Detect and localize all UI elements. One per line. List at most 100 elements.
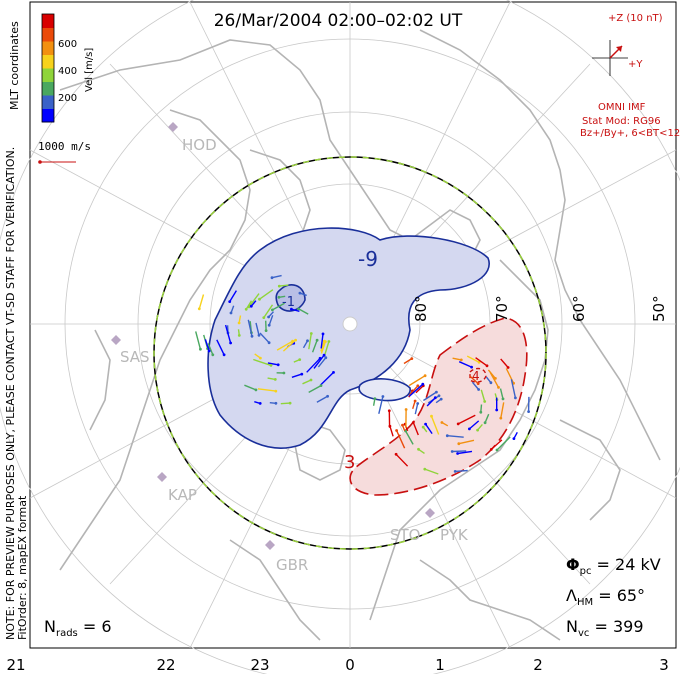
velocity-vector-origin (309, 378, 313, 382)
station-markers (111, 122, 435, 550)
velocity-vector-origin (244, 307, 248, 311)
velocity-vector-origin (440, 421, 444, 424)
velocity-vector (480, 389, 486, 402)
velocity-vector-origin (495, 408, 499, 412)
velocity-vector (475, 357, 488, 367)
velocity-vector-origin (237, 334, 241, 337)
velocity-vector (272, 302, 285, 311)
velocity-vector-origin (456, 452, 459, 455)
contour-label-4: 4 (472, 369, 480, 383)
colorbar-segment (42, 108, 54, 123)
velocity-vector-origin (267, 323, 271, 327)
velocity-vector-origin (250, 334, 254, 338)
velocity-vector (458, 361, 472, 368)
velocity-vector-origin (277, 295, 281, 299)
velocity-vector (276, 340, 293, 351)
colorbar-segment (42, 95, 54, 109)
colorbar-segment (42, 14, 54, 28)
station-label-gbr: GBR (276, 556, 308, 574)
velocity-vector-origin (282, 371, 286, 375)
velocity-vector-origin (288, 401, 292, 405)
station-marker-hod (168, 122, 178, 132)
station-label-hod: HOD (182, 136, 217, 154)
cross-polar-potential: Φpc = 24 kV (566, 555, 661, 577)
velocity-vector-origin (247, 305, 251, 309)
velocity-vector-origin (249, 304, 253, 308)
colorbar-segment (42, 54, 54, 69)
velocity-vector (412, 422, 419, 436)
velocity-vector-origin (269, 364, 273, 367)
velocity-vector-origin (506, 366, 510, 369)
velocity-vector-origin (494, 377, 497, 380)
velocity-vector-origin (512, 437, 516, 440)
velocity-vector-origin (322, 353, 326, 357)
velocity-vector (282, 339, 297, 352)
velocity-vector (308, 333, 312, 350)
velocity-scale-label: 1000 m/s (38, 140, 91, 153)
velocity-vector (403, 358, 413, 365)
velocity-vector-origin (456, 422, 460, 426)
negative-potential-cell (207, 227, 490, 449)
velocity-vector-origin (207, 349, 211, 353)
velocity-vector-origin (433, 396, 437, 400)
colorbar-tick-400: 400 (58, 66, 77, 77)
velocity-vector (267, 362, 279, 366)
velocity-vector-origin (453, 470, 457, 473)
velocity-vector (457, 414, 476, 425)
fit-order-note: FitOrder: 8, mapEX format (16, 495, 29, 640)
velocity-vector-origin (410, 357, 414, 360)
velocity-vector-origin (315, 338, 319, 342)
velocity-vector (298, 308, 309, 315)
velocity-vector (317, 357, 327, 368)
velocity-vector (500, 402, 505, 419)
velocity-vector-origin (306, 339, 309, 343)
velocity-vector (487, 369, 496, 379)
velocity-vector (447, 435, 464, 438)
velocity-vector (308, 384, 322, 394)
velocity-vector (306, 357, 321, 373)
station-marker-sto (425, 508, 435, 518)
velocity-vector-origin (229, 341, 233, 345)
station-label-pyk: PYK (440, 526, 469, 544)
velocity-vector-origin (395, 429, 398, 432)
velocity-vector-origin (270, 276, 274, 280)
velocity-vector-origin (254, 388, 258, 392)
mlt-tick-23: 23 (250, 656, 269, 674)
velocity-vector-origin (527, 410, 530, 413)
velocity-vector (408, 385, 419, 396)
velocity-vector (415, 385, 424, 394)
velocity-vector (255, 322, 260, 336)
velocity-vector-origin (327, 340, 331, 343)
velocity-vector-origin (401, 423, 404, 427)
velocity-vector (271, 274, 282, 279)
velocity-vector-origin (298, 358, 302, 361)
velocity-vector (425, 423, 433, 434)
positive-contour-inner (469, 367, 487, 383)
station-marker-kap (157, 472, 167, 482)
contour-label-neg9: -9 (358, 247, 378, 271)
velocity-vector (302, 379, 312, 385)
velocity-vector-origin (319, 384, 323, 387)
velocity-vector-origin (421, 382, 425, 386)
mlt-tick-1: 1 (435, 656, 445, 674)
velocity-vector-origin (267, 315, 270, 319)
velocity-vector (279, 284, 289, 287)
velocity-vector (313, 354, 325, 369)
velocity-vector-origin (322, 339, 326, 343)
velocity-vector-origin (321, 332, 325, 336)
velocity-scale-dot (38, 160, 42, 164)
velocity-vector-origin (423, 467, 427, 471)
velocity-colorbar (41, 13, 55, 123)
velocity-vector-origin (416, 384, 420, 388)
velocity-vector-origin (477, 388, 480, 391)
velocity-vector (323, 341, 330, 357)
velocity-vector (268, 315, 274, 326)
velocity-vector-origin (459, 358, 463, 362)
velocity-vector (320, 333, 324, 349)
velocity-vector-origin (274, 401, 278, 405)
velocity-vector-origin (417, 447, 420, 451)
velocity-vector (395, 453, 409, 467)
velocity-vector-origin (483, 421, 487, 425)
velocity-vector (259, 289, 274, 300)
